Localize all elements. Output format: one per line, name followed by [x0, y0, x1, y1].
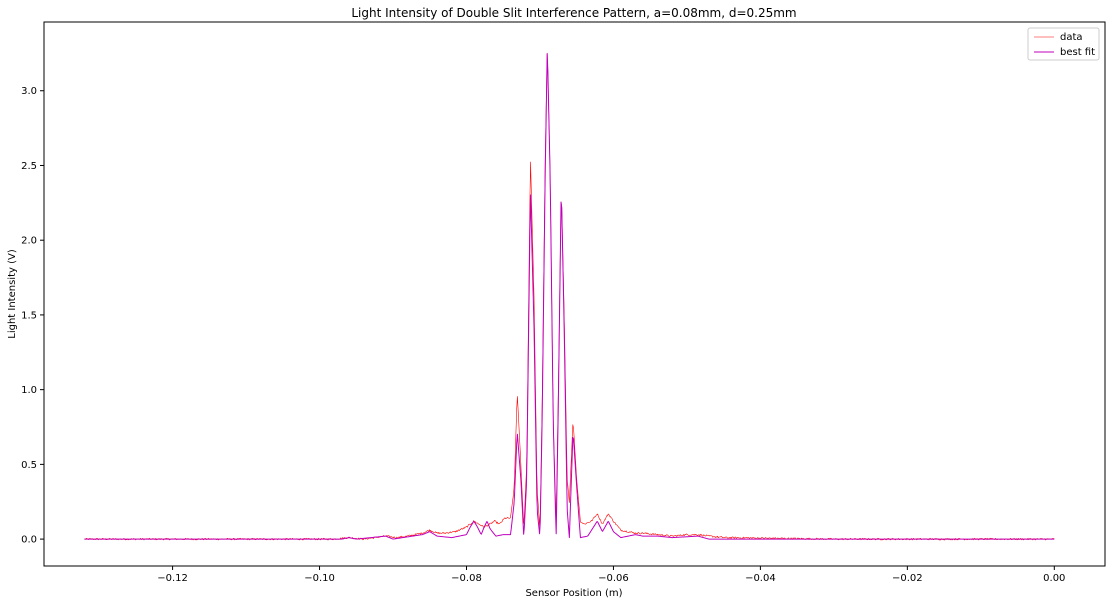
y-tick-label: 1.5: [21, 310, 37, 321]
y-tick-label: 2.5: [21, 161, 37, 172]
x-tick-label: −0.08: [451, 573, 482, 584]
legend-label-best-fit: best fit: [1060, 47, 1095, 58]
x-tick-label: −0.02: [892, 573, 923, 584]
y-tick-label: 1.0: [21, 385, 37, 396]
x-axis: −0.12 −0.10 −0.08 −0.06 −0.04 −0.02 0.00: [157, 566, 1065, 584]
y-tick-label: 0.5: [21, 460, 37, 471]
series-line-best-fit: [84, 53, 1055, 540]
x-tick-label: −0.10: [304, 573, 335, 584]
x-tick-label: −0.12: [157, 573, 188, 584]
series-layer: [84, 52, 1055, 541]
plot-area: [43, 21, 1106, 567]
y-tick-label: 0.0: [21, 535, 37, 546]
y-tick-label: 2.0: [21, 236, 37, 247]
legend: data best fit: [1027, 27, 1100, 61]
legend-label-data: data: [1060, 32, 1083, 43]
x-tick-label: −0.06: [598, 573, 629, 584]
x-tick-label: 0.00: [1043, 573, 1065, 584]
y-axis-label: Light Intensity (V): [7, 249, 18, 339]
x-tick-label: −0.04: [745, 573, 776, 584]
x-axis-label: Sensor Position (m): [525, 588, 622, 599]
chart-title: Light Intensity of Double Slit Interfere…: [351, 6, 796, 20]
y-tick-label: 3.0: [21, 86, 37, 97]
y-axis: 0.0 0.5 1.0 1.5 2.0 2.5 3.0: [21, 86, 44, 546]
